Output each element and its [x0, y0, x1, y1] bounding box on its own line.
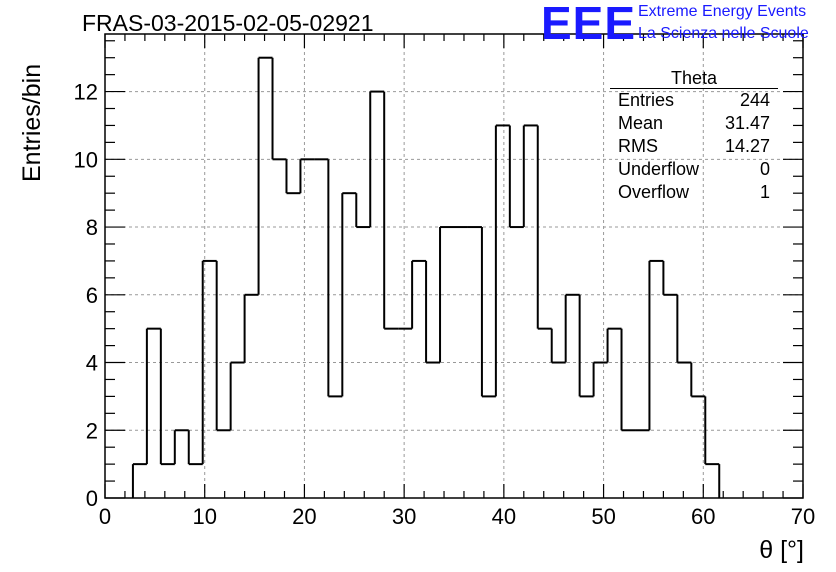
stats-label: Entries: [618, 90, 675, 110]
stats-row: Mean 31.47: [610, 112, 778, 135]
y-tick-label: 2: [86, 418, 98, 443]
plot-frame: [104, 33, 804, 499]
stats-value: 0: [759, 159, 770, 179]
stats-title: Theta: [610, 68, 778, 89]
stats-value: 244: [739, 90, 770, 110]
x-tick-label: 60: [691, 504, 715, 529]
y-tick-label: 0: [86, 486, 98, 511]
y-tick-label: 8: [86, 215, 98, 240]
axes-frame: [104, 33, 804, 499]
eee-logo: EEE: [541, 0, 637, 49]
y-axis-label: Entries/bin: [18, 63, 46, 182]
x-axis-label: θ [°]: [759, 536, 804, 564]
stats-label: RMS: [618, 136, 658, 156]
stats-value: 14.27: [724, 136, 770, 156]
x-tick-label: 20: [292, 504, 316, 529]
stats-row: Underflow 0: [610, 158, 778, 181]
x-tick-label: 70: [791, 504, 815, 529]
stats-value: 31.47: [724, 113, 770, 133]
stats-row: Overflow 1: [610, 181, 778, 204]
stats-row: RMS 14.27: [610, 135, 778, 158]
x-tick-label: 50: [591, 504, 615, 529]
stats-value: 1: [759, 182, 770, 202]
histogram-bars: [131, 56, 721, 498]
x-tick-label: 30: [392, 504, 416, 529]
chart-title: FRAS-03-2015-02-05-02921: [82, 10, 374, 36]
stats-label: Underflow: [618, 159, 700, 179]
x-tick-label: 0: [99, 504, 111, 529]
y-tick-label: 10: [74, 147, 98, 172]
stats-label: Overflow: [618, 182, 690, 202]
stats-row: Entries 244: [610, 89, 778, 112]
logo-caption-line1: Extreme Energy Events: [638, 3, 807, 20]
x-tick-label: 10: [192, 504, 216, 529]
stats-label: Mean: [618, 113, 664, 133]
y-tick-label: 6: [86, 283, 98, 308]
y-tick-label: 4: [86, 351, 98, 376]
statistics-box: Theta Entries 244 Mean 31.47 RMS 14.27 Unde…: [610, 68, 778, 204]
y-tick-label: 12: [74, 80, 98, 105]
x-tick-label: 40: [492, 504, 516, 529]
logo-caption-line2: La Scienza nelle Scuole: [638, 25, 809, 42]
